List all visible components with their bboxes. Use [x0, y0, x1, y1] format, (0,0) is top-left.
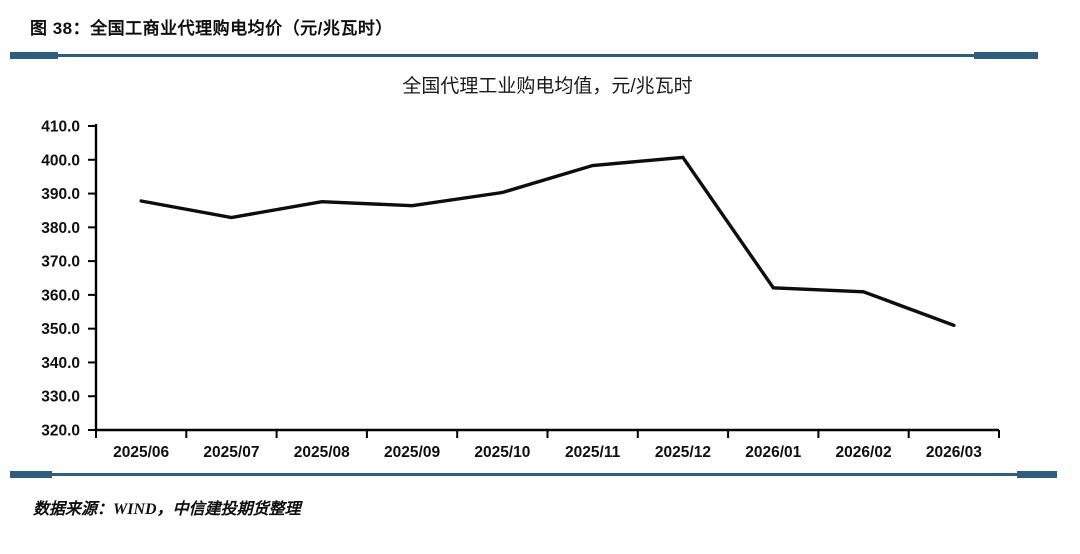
axes [94, 124, 999, 432]
y-tick-label: 400.0 [41, 152, 80, 169]
x-tick-label: 2025/07 [203, 444, 259, 461]
y-tick-label: 370.0 [41, 254, 80, 271]
bottom-divider-right-cap [1017, 471, 1057, 478]
y-tick-label: 350.0 [41, 321, 80, 338]
bottom-divider [10, 471, 1057, 478]
x-tick-label: 2025/08 [294, 444, 350, 461]
y-axis-labels: 320.0 330.0 340.0 350.0 360.0 370.0 380.0 390.0… [41, 119, 80, 440]
y-tick-label: 330.0 [41, 389, 80, 406]
x-tick-label: 2026/01 [745, 444, 801, 461]
x-tick-label: 2025/10 [474, 444, 530, 461]
y-tick-label: 410.0 [41, 119, 80, 136]
data-line [139, 155, 956, 327]
x-axis-labels: 2025/06 2025/07 2025/08 2025/09 2025/10 2025/… [113, 444, 982, 461]
x-tick-label: 2025/06 [113, 444, 169, 461]
x-tick-label: 2026/02 [836, 444, 892, 461]
figure-caption: 图 38：全国工商业代理购电均价（元/兆瓦时） [30, 19, 393, 38]
top-divider [10, 52, 1038, 59]
chart-title: 全国代理工业购电均值，元/兆瓦时 [402, 76, 693, 97]
bottom-divider-left-cap [10, 471, 52, 478]
top-divider-left-cap [10, 52, 58, 59]
x-tick-label: 2026/03 [926, 444, 982, 461]
y-tick-label: 320.0 [41, 423, 80, 440]
y-tick-label: 380.0 [41, 220, 80, 237]
top-divider-right-cap [974, 52, 1038, 59]
x-tick-label: 2025/11 [565, 444, 621, 461]
tick-marks [88, 125, 1000, 438]
y-tick-label: 390.0 [41, 186, 80, 203]
x-tick-label: 2025/12 [655, 444, 711, 461]
x-tick-label: 2025/09 [384, 444, 440, 461]
y-tick-label: 340.0 [41, 355, 80, 372]
data-source-note: 数据来源：WIND，中信建投期货整理 [33, 501, 301, 518]
y-tick-label: 360.0 [41, 287, 80, 304]
